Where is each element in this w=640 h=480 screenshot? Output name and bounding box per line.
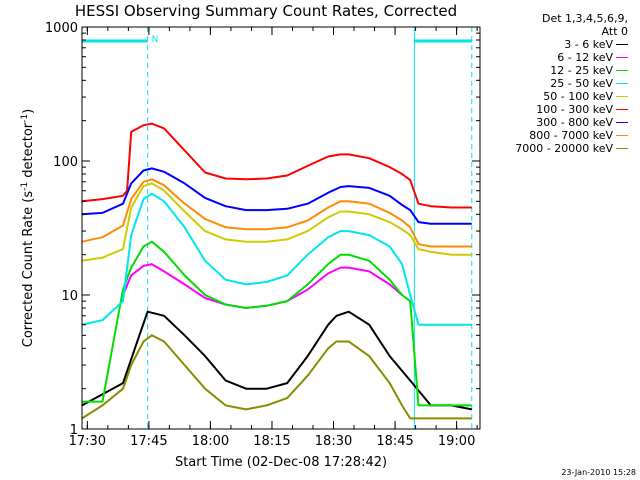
legend-item: 25 - 50 keV: [550, 77, 628, 90]
legend-header: Att 0: [601, 25, 628, 38]
y-tick-label: 100: [53, 155, 78, 170]
legend-swatch: [616, 135, 628, 136]
y-axis-label-main: Corrected Count Rate (s: [21, 191, 36, 348]
legend-swatch: [616, 44, 628, 45]
legend-swatch: [616, 83, 628, 84]
y-tick-label: 1000: [45, 21, 78, 36]
legend-swatch: [616, 70, 628, 71]
x-tick-label: 18:00: [192, 434, 229, 449]
legend-label: 7000 - 20000 keV: [515, 142, 613, 155]
series-line-1: [122, 263, 403, 309]
legend-item: 300 - 800 keV: [536, 116, 628, 129]
x-tick-label: 17:45: [130, 434, 167, 449]
legend-swatch: [616, 57, 628, 58]
series-line-4: [81, 182, 472, 262]
x-axis: 17:30 17:45 18:00 18:15 18:30 18:45 19:00: [69, 27, 478, 449]
legend-item: 100 - 300 keV: [536, 103, 628, 116]
legend-label: 50 - 100 keV: [543, 90, 613, 103]
x-tick-label: 18:15: [253, 434, 290, 449]
y-axis: 1 10 100 1000: [45, 21, 480, 438]
y-axis-label: Corrected Count Rate (s-1 detector-1): [20, 109, 36, 347]
y-axis-label-mid: detector: [21, 122, 36, 182]
legend-item: 3 - 6 keV: [564, 38, 628, 51]
y-axis-label-end: ): [21, 109, 36, 114]
legend-header: Det 1,3,4,5,6,9,: [541, 12, 628, 25]
series-line-6: [81, 167, 472, 225]
y-tick-label: 10: [61, 289, 78, 304]
series-line-2: [82, 240, 472, 407]
legend-label: 100 - 300 keV: [536, 103, 613, 116]
chart-title: HESSI Observing Summary Count Rates, Cor…: [75, 2, 457, 20]
legend-item: 12 - 25 keV: [550, 64, 628, 77]
timestamp: 23-Jan-2010 15:28: [561, 468, 636, 477]
legend-swatch: [616, 109, 628, 110]
x-axis-label: Start Time (02-Dec-08 17:28:42): [175, 455, 387, 470]
series-line-8: [81, 334, 472, 420]
legend-label: 25 - 50 keV: [550, 77, 613, 90]
legend-item: 50 - 100 keV: [543, 90, 628, 103]
night-marker-label: N: [152, 35, 159, 45]
legend-label: 300 - 800 keV: [536, 116, 613, 129]
plot-area: N: [81, 27, 473, 429]
x-tick-label: 17:30: [69, 434, 106, 449]
x-tick-label: 18:45: [376, 434, 413, 449]
y-axis-label-sup1: -1: [20, 182, 30, 191]
plot-frame: [81, 26, 481, 430]
y-tick-label: 1: [70, 423, 78, 438]
legend-swatch: [616, 148, 628, 149]
x-tick-label: 19:00: [438, 434, 475, 449]
legend-swatch: [616, 122, 628, 123]
x-tick-label: 18:30: [315, 434, 352, 449]
y-axis-label-sup2: -1: [20, 114, 30, 123]
legend-swatch: [616, 96, 628, 97]
legend-item: 7000 - 20000 keV: [515, 142, 628, 155]
legend-label: 12 - 25 keV: [550, 64, 613, 77]
legend-item: 800 - 7000 keV: [529, 129, 628, 142]
legend-label: 6 - 12 keV: [557, 51, 613, 64]
legend-label: 3 - 6 keV: [564, 38, 613, 51]
series-line-5: [81, 122, 472, 209]
series-line-0: [81, 310, 472, 411]
series-line-7: [81, 178, 472, 248]
series-line-3: [81, 192, 472, 326]
legend-label: 800 - 7000 keV: [529, 129, 613, 142]
legend-item: 6 - 12 keV: [557, 51, 628, 64]
